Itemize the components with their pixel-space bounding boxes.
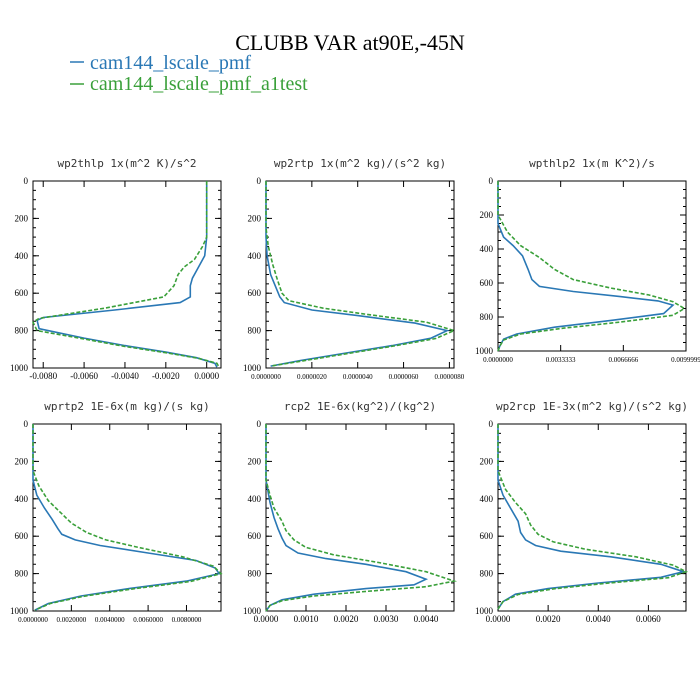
plot-frame [265, 180, 455, 369]
series-line-0 [36, 181, 218, 368]
panel-title: wpthlp2 1x(m K^2)/s [529, 157, 655, 170]
x-tick-label: -0.0060 [70, 371, 98, 381]
x-tick-label: 0.0040 [414, 614, 439, 624]
series-line-0 [497, 424, 687, 610]
legend-label-1: cam144_lscale_pmf_a1test [90, 73, 308, 95]
panel-5: wp2rcp 1E-3x(m^2 kg)/(s^2 kg)0 200 400 600 8… [475, 400, 688, 624]
x-tick-label: -0.0040 [111, 371, 139, 381]
y-tick-label: 400 [480, 244, 494, 254]
panel-title: rcp2 1E-6x(kg^2)/(kg^2) [284, 400, 436, 413]
panel-title: wp2thlp 1x(m^2 K)/s^2 [57, 157, 196, 170]
plot-frame [32, 180, 222, 369]
series-line-1 [32, 424, 223, 611]
x-tick-label: 0.0000 [254, 614, 279, 624]
y-tick-label: 200 [15, 456, 29, 466]
x-tick-label: 0.0099999 [671, 356, 700, 364]
y-tick-label: 400 [480, 494, 494, 504]
series-line-0 [265, 181, 450, 367]
x-tick-label: 0.0060000 [133, 616, 163, 624]
series-line-0 [265, 424, 429, 612]
plot-frame [32, 423, 222, 612]
y-tick-label: 200 [15, 213, 29, 223]
figure-title: CLUBB VAR at90E,-45N [235, 30, 465, 55]
y-tick-label: 800 [15, 326, 29, 336]
plot-frame [265, 423, 455, 612]
x-tick-label: 0.0000 [486, 614, 511, 624]
x-tick-label: 0.0000040 [343, 373, 373, 381]
panel-2: wpthlp2 1x(m K^2)/s020040060080010000.00… [475, 157, 700, 364]
x-tick-label: 0.0040 [586, 614, 611, 624]
y-tick-label: 1000 [475, 606, 494, 616]
y-tick-label: 200 [248, 213, 262, 223]
panel-3: wprtp2 1E-6x(m kg)/(s kg) 0 200 400 600 800 10… [10, 400, 223, 624]
x-tick-label: 0.0010 [294, 614, 319, 624]
y-tick-label: 400 [248, 494, 262, 504]
panel-title: wprtp2 1E-6x(m kg)/(s kg) [44, 400, 210, 413]
y-tick-label: 400 [15, 251, 29, 261]
y-tick-label: 800 [248, 326, 262, 336]
x-tick-label: 0.0000060 [389, 373, 419, 381]
x-tick-label: 0.0020 [536, 614, 561, 624]
x-tick-label: -0.0080 [29, 371, 57, 381]
series-line-0 [497, 181, 675, 352]
x-tick-label: 0.0080000 [172, 616, 202, 624]
y-tick-label: 1000 [243, 606, 262, 616]
y-tick-label: 0 [489, 176, 494, 186]
panels: wp2thlp 1x(m^2 K)/s^202004006008001000-0… [10, 157, 700, 624]
y-tick-label: 0 [489, 419, 494, 429]
x-tick-label: 0.0020 [334, 614, 359, 624]
y-tick-label: 800 [480, 312, 494, 322]
y-tick-label: 600 [15, 288, 29, 298]
y-tick-label: 200 [248, 456, 262, 466]
series-line-1 [265, 424, 458, 612]
panel-4: rcp2 1E-6x(kg^2)/(kg^2) 0 200 400 600 800 1000… [243, 400, 458, 624]
panel-title: wp2rtp 1x(m^2 kg)/(s^2 kg) [274, 157, 446, 170]
y-tick-label: 400 [248, 251, 262, 261]
y-tick-label: 0 [24, 419, 29, 429]
x-tick-label: 0.0060 [636, 614, 661, 624]
y-tick-label: 0 [257, 419, 262, 429]
panel-1: wp2rtp 1x(m^2 kg)/(s^2 kg) 0 200 400 600 800 1… [243, 157, 465, 381]
x-tick-label: 0.0030 [374, 614, 399, 624]
panel-0: wp2thlp 1x(m^2 K)/s^202004006008001000-0… [10, 157, 222, 381]
x-tick-label: 0.0040000 [95, 616, 125, 624]
series-line-1 [31, 181, 220, 368]
y-tick-label: 800 [248, 569, 262, 579]
y-tick-label: 200 [480, 456, 494, 466]
legend: cam144_lscale_pmf cam144_lscale_pmf_a1te… [70, 52, 308, 95]
x-tick-label: 0.0000000 [251, 373, 281, 381]
series-line-0 [32, 424, 221, 611]
series-line-1 [497, 424, 689, 610]
x-tick-label: 0.0000020 [297, 373, 327, 381]
x-tick-label: 0.0020000 [56, 616, 86, 624]
y-tick-label: 1000 [10, 363, 29, 373]
x-tick-label: 0.0000080 [435, 373, 465, 381]
y-tick-label: 600 [480, 531, 494, 541]
x-tick-label: 0.0000000 [483, 356, 513, 364]
x-tick-label: 0.0000000 [18, 616, 48, 624]
series-line-1 [265, 181, 457, 367]
x-tick-label: 0.0066666 [608, 356, 638, 364]
x-tick-label: 0.0000 [194, 371, 219, 381]
y-tick-label: 200 [480, 210, 494, 220]
y-tick-label: 600 [480, 278, 494, 288]
series-line-1 [497, 181, 686, 352]
y-tick-label: 400 [15, 494, 29, 504]
panel-title: wp2rcp 1E-3x(m^2 kg)/(s^2 kg) [496, 400, 688, 413]
y-tick-label: 0 [257, 176, 262, 186]
y-tick-label: 800 [15, 569, 29, 579]
y-tick-label: 800 [480, 569, 494, 579]
y-tick-label: 1000 [243, 363, 262, 373]
y-tick-label: 0 [24, 176, 29, 186]
x-tick-label: -0.0020 [152, 371, 180, 381]
x-tick-label: 0.0033333 [546, 356, 576, 364]
y-tick-label: 600 [15, 531, 29, 541]
y-tick-label: 600 [248, 288, 262, 298]
y-tick-label: 1000 [10, 606, 29, 616]
y-tick-label: 600 [248, 531, 262, 541]
y-tick-label: 1000 [475, 346, 494, 356]
legend-label-0: cam144_lscale_pmf [90, 52, 251, 74]
